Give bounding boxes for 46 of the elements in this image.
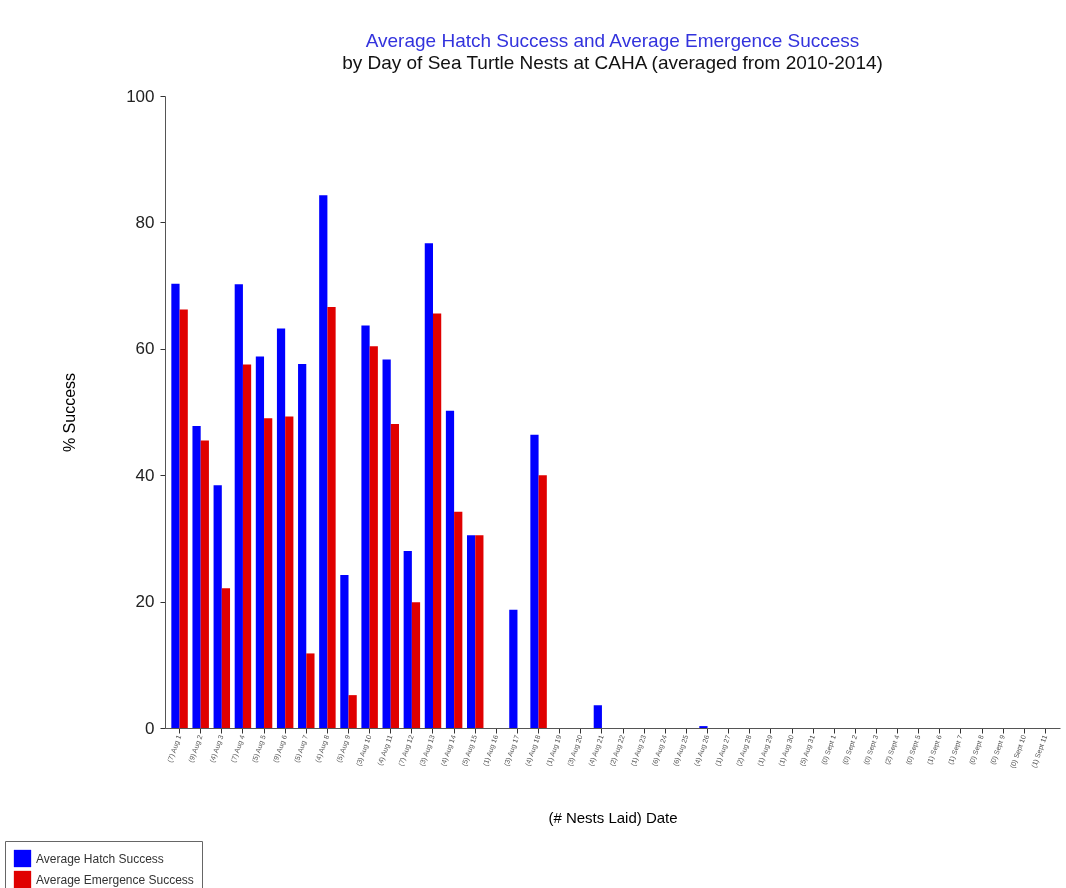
y-tick-label: 40	[135, 465, 155, 485]
bar	[285, 416, 294, 728]
bar	[298, 363, 307, 728]
bar	[382, 359, 391, 728]
bar	[369, 346, 378, 728]
bar	[179, 309, 188, 728]
y-tick-label: 80	[135, 212, 155, 232]
bar	[509, 609, 518, 728]
y-tick-label: 100	[126, 86, 155, 106]
bar	[424, 243, 433, 728]
bar	[171, 283, 180, 728]
bar	[264, 418, 273, 728]
y-tick-label: 0	[145, 718, 155, 738]
bar	[432, 313, 442, 728]
bar	[361, 325, 370, 728]
bar	[276, 328, 286, 728]
bar	[530, 434, 539, 728]
bar	[319, 195, 328, 728]
bar	[221, 588, 231, 728]
bar	[445, 410, 455, 728]
bar	[192, 425, 201, 728]
y-axis-title: % Success	[61, 372, 79, 453]
bar	[538, 475, 547, 728]
bar	[466, 535, 476, 728]
bar	[242, 364, 252, 728]
bar	[234, 284, 243, 728]
y-tick-label: 20	[135, 592, 155, 612]
bar	[403, 551, 412, 728]
bar	[340, 575, 349, 728]
chart-title: Average Hatch Success and Average Emergence Success	[365, 30, 860, 51]
legend-label: Average Emergence Success	[36, 872, 194, 887]
bar	[255, 356, 265, 728]
bar	[593, 705, 602, 728]
bar	[411, 602, 421, 728]
bar	[327, 307, 336, 728]
x-axis-title: (# Nests Laid) Date	[548, 809, 678, 827]
bar	[454, 511, 463, 728]
bar	[306, 653, 315, 728]
bar	[348, 695, 357, 728]
bar	[390, 424, 399, 728]
legend-label: Average Hatch Success	[36, 851, 164, 866]
bar	[213, 485, 222, 728]
chart-subtitle: by Day of Sea Turtle Nests at CAHA (averaged from 2010-2014)	[342, 52, 883, 73]
y-tick-label: 60	[135, 339, 155, 359]
bar	[475, 535, 484, 728]
bar	[200, 440, 209, 728]
